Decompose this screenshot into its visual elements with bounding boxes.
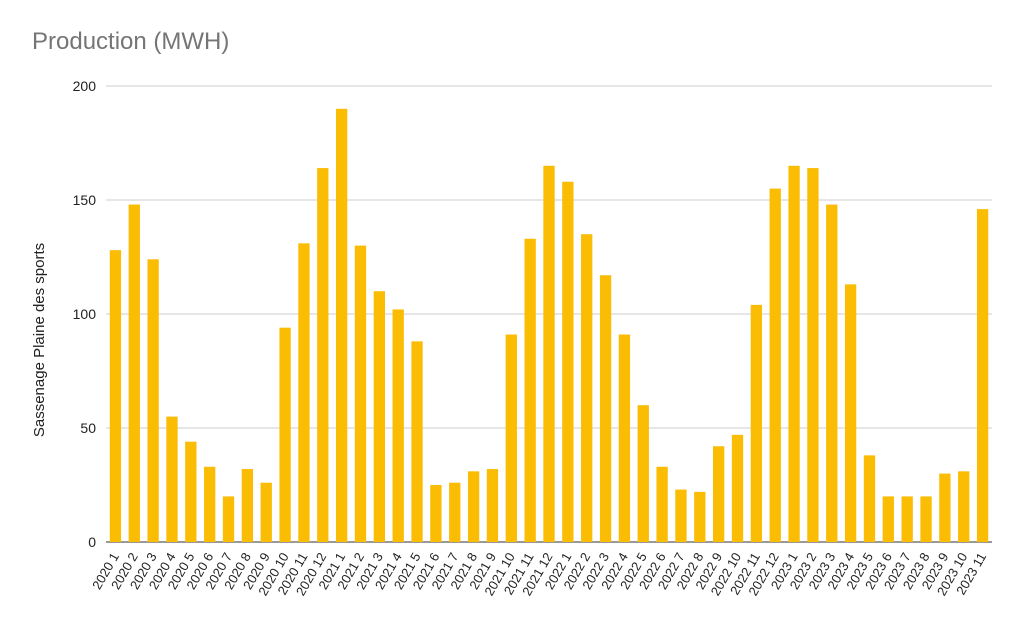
bar bbox=[562, 181, 574, 542]
bar bbox=[920, 496, 932, 542]
bar bbox=[637, 405, 649, 542]
bars bbox=[109, 108, 989, 543]
bar bbox=[750, 304, 763, 542]
bar bbox=[599, 275, 612, 542]
bar bbox=[279, 327, 291, 542]
y-tick-label: 100 bbox=[73, 306, 97, 322]
y-tick-label: 200 bbox=[73, 78, 97, 94]
bar bbox=[260, 482, 272, 542]
bar bbox=[958, 471, 970, 542]
bar bbox=[317, 168, 329, 542]
bar bbox=[354, 245, 367, 542]
y-tick-label: 150 bbox=[73, 192, 97, 208]
bar bbox=[449, 482, 461, 542]
bar bbox=[467, 471, 480, 542]
bar bbox=[694, 491, 706, 542]
bar bbox=[581, 234, 593, 542]
bar bbox=[731, 434, 744, 542]
bar bbox=[486, 469, 499, 542]
bar bbox=[373, 291, 385, 542]
y-tick-label: 50 bbox=[80, 420, 96, 436]
bar bbox=[185, 441, 197, 542]
bar bbox=[976, 209, 989, 542]
bar bbox=[524, 238, 536, 542]
bar bbox=[844, 284, 857, 542]
bar bbox=[863, 455, 876, 542]
bar bbox=[713, 446, 725, 542]
bar bbox=[147, 259, 159, 542]
y-tick-label: 0 bbox=[88, 534, 96, 550]
bar bbox=[618, 334, 631, 542]
bar bbox=[882, 496, 894, 542]
bar bbox=[241, 469, 254, 542]
bar bbox=[826, 204, 838, 542]
bar bbox=[430, 485, 442, 542]
bar bbox=[166, 416, 178, 542]
bar bbox=[788, 165, 800, 543]
y-axis-label: Sassenage Plaine des sports bbox=[31, 243, 48, 437]
bar bbox=[505, 334, 517, 542]
bar bbox=[543, 165, 555, 543]
bar bbox=[807, 168, 819, 542]
bar bbox=[128, 204, 140, 542]
bar bbox=[411, 341, 423, 542]
y-axis-ticks: 0 50 100 150 200 bbox=[73, 78, 97, 550]
bar bbox=[222, 496, 235, 542]
bar bbox=[298, 243, 310, 542]
bar bbox=[335, 108, 348, 543]
bar bbox=[769, 188, 781, 542]
bar bbox=[204, 466, 216, 542]
bar bbox=[939, 473, 951, 542]
bar bbox=[675, 489, 687, 542]
bar bbox=[392, 309, 404, 542]
chart-title: Production (MWH) bbox=[32, 28, 230, 55]
bar bbox=[901, 496, 913, 542]
bar bbox=[656, 466, 668, 542]
bar bbox=[109, 250, 122, 542]
